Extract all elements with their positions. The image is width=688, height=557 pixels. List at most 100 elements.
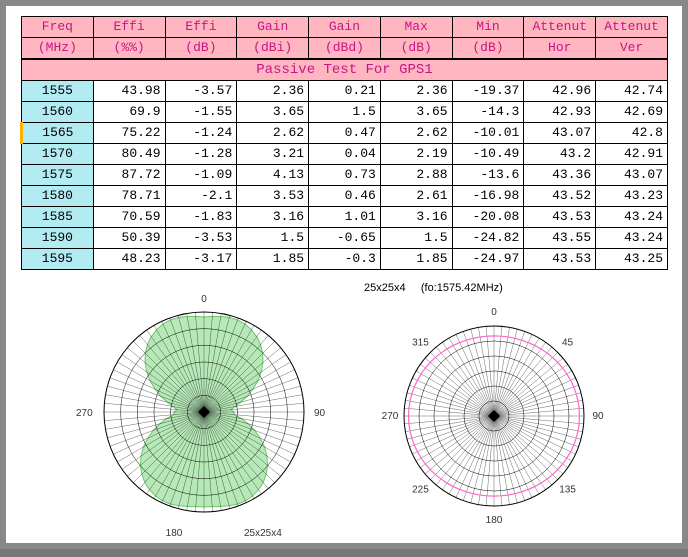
col-header: Gain (237, 17, 309, 38)
value-cell: 42.93 (524, 102, 596, 123)
value-cell: 70.59 (93, 207, 165, 228)
value-cell: 43.52 (524, 186, 596, 207)
table-row: 156069.9-1.553.651.53.65-14.342.9342.69 (22, 102, 668, 123)
value-cell: 43.24 (596, 207, 668, 228)
value-cell: 43.36 (524, 165, 596, 186)
col-unit: (MHz) (22, 38, 94, 60)
freq-cell: 1555 (22, 81, 94, 102)
freq-cell: 1590 (22, 228, 94, 249)
value-cell: 0.46 (309, 186, 381, 207)
value-cell: 0.47 (309, 123, 381, 144)
value-cell: 42.69 (596, 102, 668, 123)
value-cell: 2.19 (380, 144, 452, 165)
value-cell: 1.85 (237, 249, 309, 270)
value-cell: 3.16 (380, 207, 452, 228)
chart2-freq-label: (fo:1575.42MHz) (421, 282, 503, 294)
svg-text:270: 270 (382, 411, 399, 422)
value-cell: 80.49 (93, 144, 165, 165)
value-cell: -10.49 (452, 144, 524, 165)
chart2-top-labels: 25x25x4 (fo:1575.42MHz) (364, 282, 624, 294)
value-cell: 0.73 (309, 165, 381, 186)
svg-text:135: 135 (559, 485, 576, 496)
polar-svg-right: 04590135180225270315 (364, 296, 624, 546)
polar-svg-left: 09027018025x25x4 (64, 282, 344, 552)
value-cell: 1.5 (237, 228, 309, 249)
value-cell: 78.71 (93, 186, 165, 207)
freq-cell: 1560 (22, 102, 94, 123)
value-cell: 3.16 (237, 207, 309, 228)
col-unit: Hor (524, 38, 596, 60)
value-cell: -10.01 (452, 123, 524, 144)
col-header: Min (452, 17, 524, 38)
value-cell: 3.21 (237, 144, 309, 165)
value-cell: 3.53 (237, 186, 309, 207)
value-cell: 43.24 (596, 228, 668, 249)
value-cell: -24.82 (452, 228, 524, 249)
value-cell: -14.3 (452, 102, 524, 123)
svg-text:0: 0 (491, 307, 497, 318)
svg-text:225: 225 (412, 485, 429, 496)
value-cell: -1.55 (165, 102, 237, 123)
data-table: Passive Test For GPS1 FreqEffiEffiGainGa… (20, 16, 668, 270)
col-header: Attenut (524, 17, 596, 38)
value-cell: 43.2 (524, 144, 596, 165)
freq-cell: 1585 (22, 207, 94, 228)
freq-cell: 1595 (22, 249, 94, 270)
value-cell: -20.08 (452, 207, 524, 228)
value-cell: 43.55 (524, 228, 596, 249)
col-unit: (dBd) (309, 38, 381, 60)
value-cell: 1.01 (309, 207, 381, 228)
freq-cell: 1575 (22, 165, 94, 186)
freq-cell: 1580 (22, 186, 94, 207)
col-header: Freq (22, 17, 94, 38)
col-header: Gain (309, 17, 381, 38)
table-row: 159548.23-3.171.85-0.31.85-24.9743.5343.… (22, 249, 668, 270)
svg-text:180: 180 (486, 515, 503, 526)
svg-text:0: 0 (201, 294, 207, 305)
polar-chart-right: 25x25x4 (fo:1575.42MHz) 0459013518022527… (364, 282, 624, 551)
col-unit: (dB) (165, 38, 237, 60)
value-cell: 75.22 (93, 123, 165, 144)
value-cell: 42.91 (596, 144, 668, 165)
value-cell: -13.6 (452, 165, 524, 186)
col-header: Attenut (596, 17, 668, 38)
table-row: 155543.98-3.572.360.212.36-19.3742.9642.… (22, 81, 668, 102)
value-cell: 0.21 (309, 81, 381, 102)
col-unit: Ver (596, 38, 668, 60)
value-cell: -16.98 (452, 186, 524, 207)
charts-area: 0 90 270 180 25x25x4 25x25x4 (fo:1575.42MHz)… (20, 282, 668, 557)
value-cell: 42.96 (524, 81, 596, 102)
value-cell: 43.53 (524, 249, 596, 270)
value-cell: 2.36 (380, 81, 452, 102)
header-row-2: (MHz)(%%)(dB)(dBi)(dBd)(dB)(dB)HorVer (22, 38, 668, 60)
value-cell: 43.25 (596, 249, 668, 270)
col-unit: (%%) (93, 38, 165, 60)
svg-text:315: 315 (412, 337, 429, 348)
value-cell: 43.07 (524, 123, 596, 144)
table-row: 157080.49-1.283.210.042.19-10.4943.242.9… (22, 144, 668, 165)
value-cell: -0.3 (309, 249, 381, 270)
value-cell: 3.65 (380, 102, 452, 123)
table-row: 156575.22-1.242.620.472.62-10.0143.0742.… (22, 123, 668, 144)
value-cell: 50.39 (93, 228, 165, 249)
value-cell: -24.97 (452, 249, 524, 270)
table-row: 158078.71-2.13.530.462.61-16.9843.5243.2… (22, 186, 668, 207)
value-cell: -3.17 (165, 249, 237, 270)
value-cell: 43.07 (596, 165, 668, 186)
value-cell: -0.65 (309, 228, 381, 249)
col-unit: (dB) (452, 38, 524, 60)
value-cell: 2.88 (380, 165, 452, 186)
table-row: 159050.39-3.531.5-0.651.5-24.8243.5543.2… (22, 228, 668, 249)
table-body: 155543.98-3.572.360.212.36-19.3742.9642.… (22, 81, 668, 270)
value-cell: 1.5 (309, 102, 381, 123)
value-cell: 0.04 (309, 144, 381, 165)
app-frame: Passive Test For GPS1 FreqEffiEffiGainGa… (0, 0, 688, 549)
header-row-1: FreqEffiEffiGainGainMaxMinAttenutAttenut (22, 17, 668, 38)
value-cell: -19.37 (452, 81, 524, 102)
value-cell: 2.62 (237, 123, 309, 144)
col-header: Effi (165, 17, 237, 38)
svg-text:90: 90 (314, 408, 326, 419)
value-cell: 42.8 (596, 123, 668, 144)
chart2-size-label: 25x25x4 (364, 282, 406, 294)
table-row: 157587.72-1.094.130.732.88-13.643.3643.0… (22, 165, 668, 186)
